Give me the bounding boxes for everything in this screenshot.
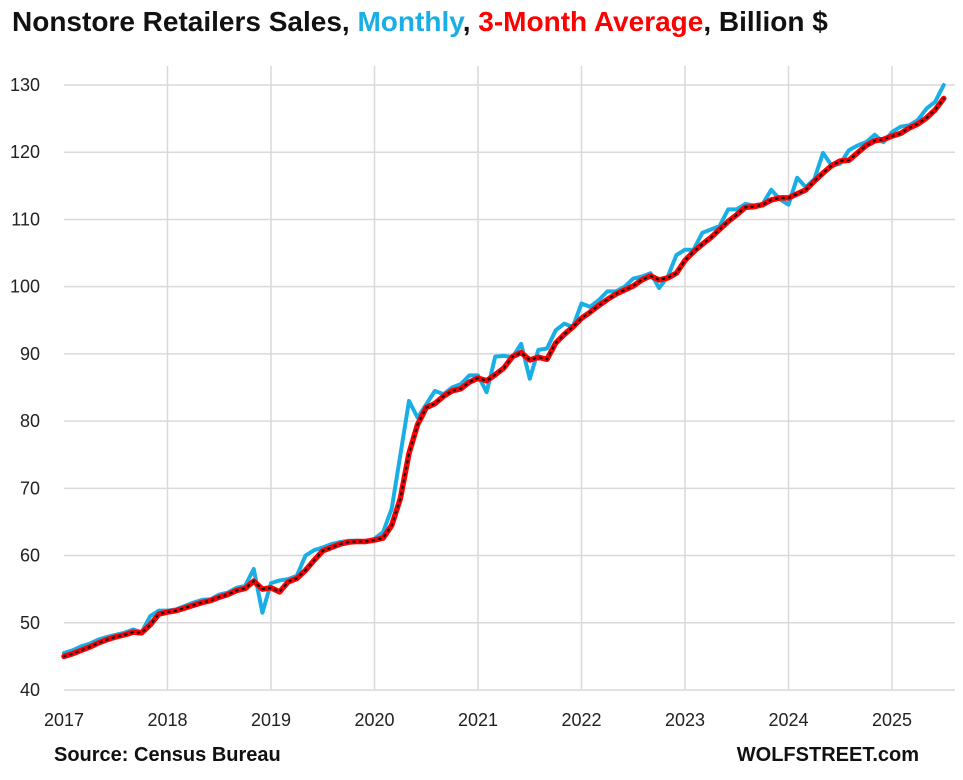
x-tick-label: 2021 — [458, 710, 498, 730]
title-sep-2: , — [703, 6, 719, 37]
y-tick-label: 60 — [20, 546, 40, 566]
x-tick-label: 2023 — [665, 710, 705, 730]
y-tick-label: 90 — [20, 344, 40, 364]
series-lines — [61, 83, 947, 660]
x-tick-label: 2019 — [251, 710, 291, 730]
y-tick-label: 100 — [10, 277, 40, 297]
y-tick-label: 70 — [20, 478, 40, 498]
x-tick-label: 2024 — [768, 710, 808, 730]
y-tick-label: 50 — [20, 613, 40, 633]
title-unit: Billion $ — [718, 6, 828, 37]
x-tick-label: 2020 — [354, 710, 394, 730]
title-sep-1: , — [462, 6, 479, 37]
title-monthly: Monthly — [357, 6, 463, 37]
x-tick-label: 2018 — [147, 710, 187, 730]
series-line-3-month-average — [61, 95, 947, 660]
x-tick-label: 2025 — [872, 710, 912, 730]
x-tick-label: 2022 — [561, 710, 601, 730]
y-tick-label: 130 — [10, 75, 40, 95]
series-line-3-month-average-dots — [62, 97, 945, 658]
y-tick-label: 110 — [11, 209, 40, 229]
tick-labels: 40 50 60 70 80 90 100 110 120 130 2017 2018 2019 2020… — [10, 75, 912, 730]
y-tick-label: 80 — [20, 411, 40, 431]
x-tick-label: 2017 — [44, 710, 84, 730]
y-tick-label: 120 — [10, 142, 40, 162]
y-tick-label: 40 — [20, 680, 40, 700]
title-prefix: Nonstore Retailers Sales, — [12, 6, 358, 37]
source-note: Source: Census Bureau — [54, 744, 281, 766]
brand-note: WOLFSTREET.com — [736, 744, 919, 766]
title-average: 3-Month Average — [478, 6, 704, 37]
chart-title: Nonstore Retailers Sales, Monthly, 3-Mon… — [12, 6, 828, 38]
